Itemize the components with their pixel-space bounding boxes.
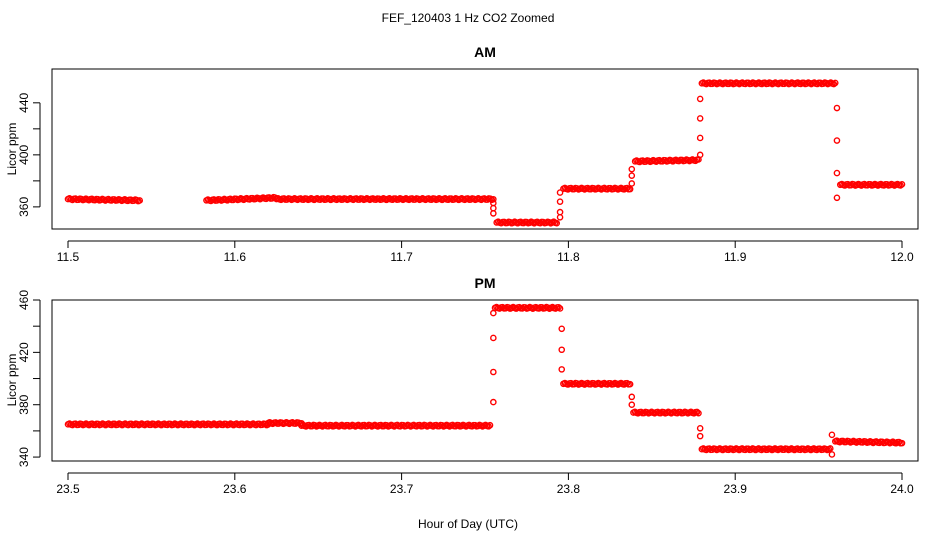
x-axis-label: Hour of Day (UTC) [418, 517, 518, 531]
x-tick-label-am: 11.7 [390, 250, 413, 264]
data-point [490, 204, 497, 212]
data-point [490, 368, 497, 376]
data-point [898, 181, 906, 188]
data-point [626, 380, 634, 388]
data-point [556, 198, 564, 205]
data-point [826, 445, 834, 452]
panel-title-pm: PM [475, 275, 496, 291]
data-point [696, 115, 704, 122]
data-point [626, 185, 634, 193]
y-tick-label-am: 400 [17, 145, 31, 165]
data-point [628, 180, 636, 187]
data-point [628, 393, 636, 401]
data-point [831, 79, 839, 87]
x-tick-label-am: 12.0 [890, 250, 914, 264]
x-tick-label-am: 11.9 [724, 250, 747, 264]
x-tick-label-pm: 23.5 [56, 482, 80, 496]
data-point [696, 134, 704, 142]
data-point [556, 189, 564, 196]
x-tick-label-am: 11.6 [224, 250, 247, 264]
y-axis-label-am: Licor ppm [5, 123, 19, 176]
data-point [553, 219, 561, 227]
data-points-am [64, 79, 906, 227]
data-point [628, 165, 636, 173]
data-points-pm [64, 303, 906, 458]
data-point [490, 398, 497, 406]
chart-title: FEF_120403 1 Hz CO2 Zoomed [382, 11, 555, 25]
data-point [558, 346, 566, 354]
y-tick-label-pm: 420 [17, 342, 31, 362]
data-point [833, 194, 841, 202]
data-point [556, 208, 564, 216]
x-tick-label-am: 11.8 [557, 250, 580, 264]
y-tick-label-pm: 340 [17, 447, 31, 467]
y-tick-label-pm: 380 [17, 394, 31, 414]
data-point [695, 409, 702, 417]
data-point [696, 424, 704, 432]
panel-title-am: AM [474, 44, 496, 60]
data-point [136, 197, 144, 204]
data-point [696, 432, 704, 440]
data-point [833, 104, 841, 112]
x-tick-label-pm: 23.9 [724, 482, 748, 496]
y-tick-label-pm: 460 [17, 290, 31, 310]
data-point [833, 169, 841, 177]
panel-pm: PM Licor ppm 23.5 23.6 23.7 23.8 23.9 24.0 340… [5, 275, 919, 496]
x-tick-label-pm: 24.0 [890, 482, 914, 496]
data-point [696, 95, 704, 103]
data-point [490, 195, 497, 203]
data-point [490, 309, 497, 317]
plot-frame-pm [51, 299, 919, 462]
y-tick-label-am: 440 [17, 92, 31, 112]
data-point [556, 305, 564, 312]
data-point [490, 210, 497, 217]
y-tick-label-am: 360 [17, 197, 31, 217]
x-tick-label-am: 11.5 [57, 250, 80, 264]
data-point [558, 366, 566, 373]
data-point [828, 451, 836, 458]
x-tick-label-pm: 23.6 [223, 482, 247, 496]
x-tick-label-pm: 23.7 [390, 482, 414, 496]
data-point [490, 334, 497, 342]
y-axis-label-pm: Licor ppm [5, 354, 19, 407]
plot-frame-am [51, 68, 919, 230]
data-point [696, 151, 704, 159]
data-point [828, 431, 836, 439]
data-point [556, 213, 564, 221]
data-point [628, 401, 636, 409]
x-tick-label-pm: 23.8 [557, 482, 581, 496]
data-point [898, 439, 906, 447]
panel-am: AM Licor ppm 11.5 11.6 11.7 11.8 11.9 12.0 360… [5, 44, 919, 264]
data-point [628, 172, 636, 179]
data-point [833, 137, 841, 144]
data-point [486, 421, 494, 429]
data-point [558, 325, 566, 333]
